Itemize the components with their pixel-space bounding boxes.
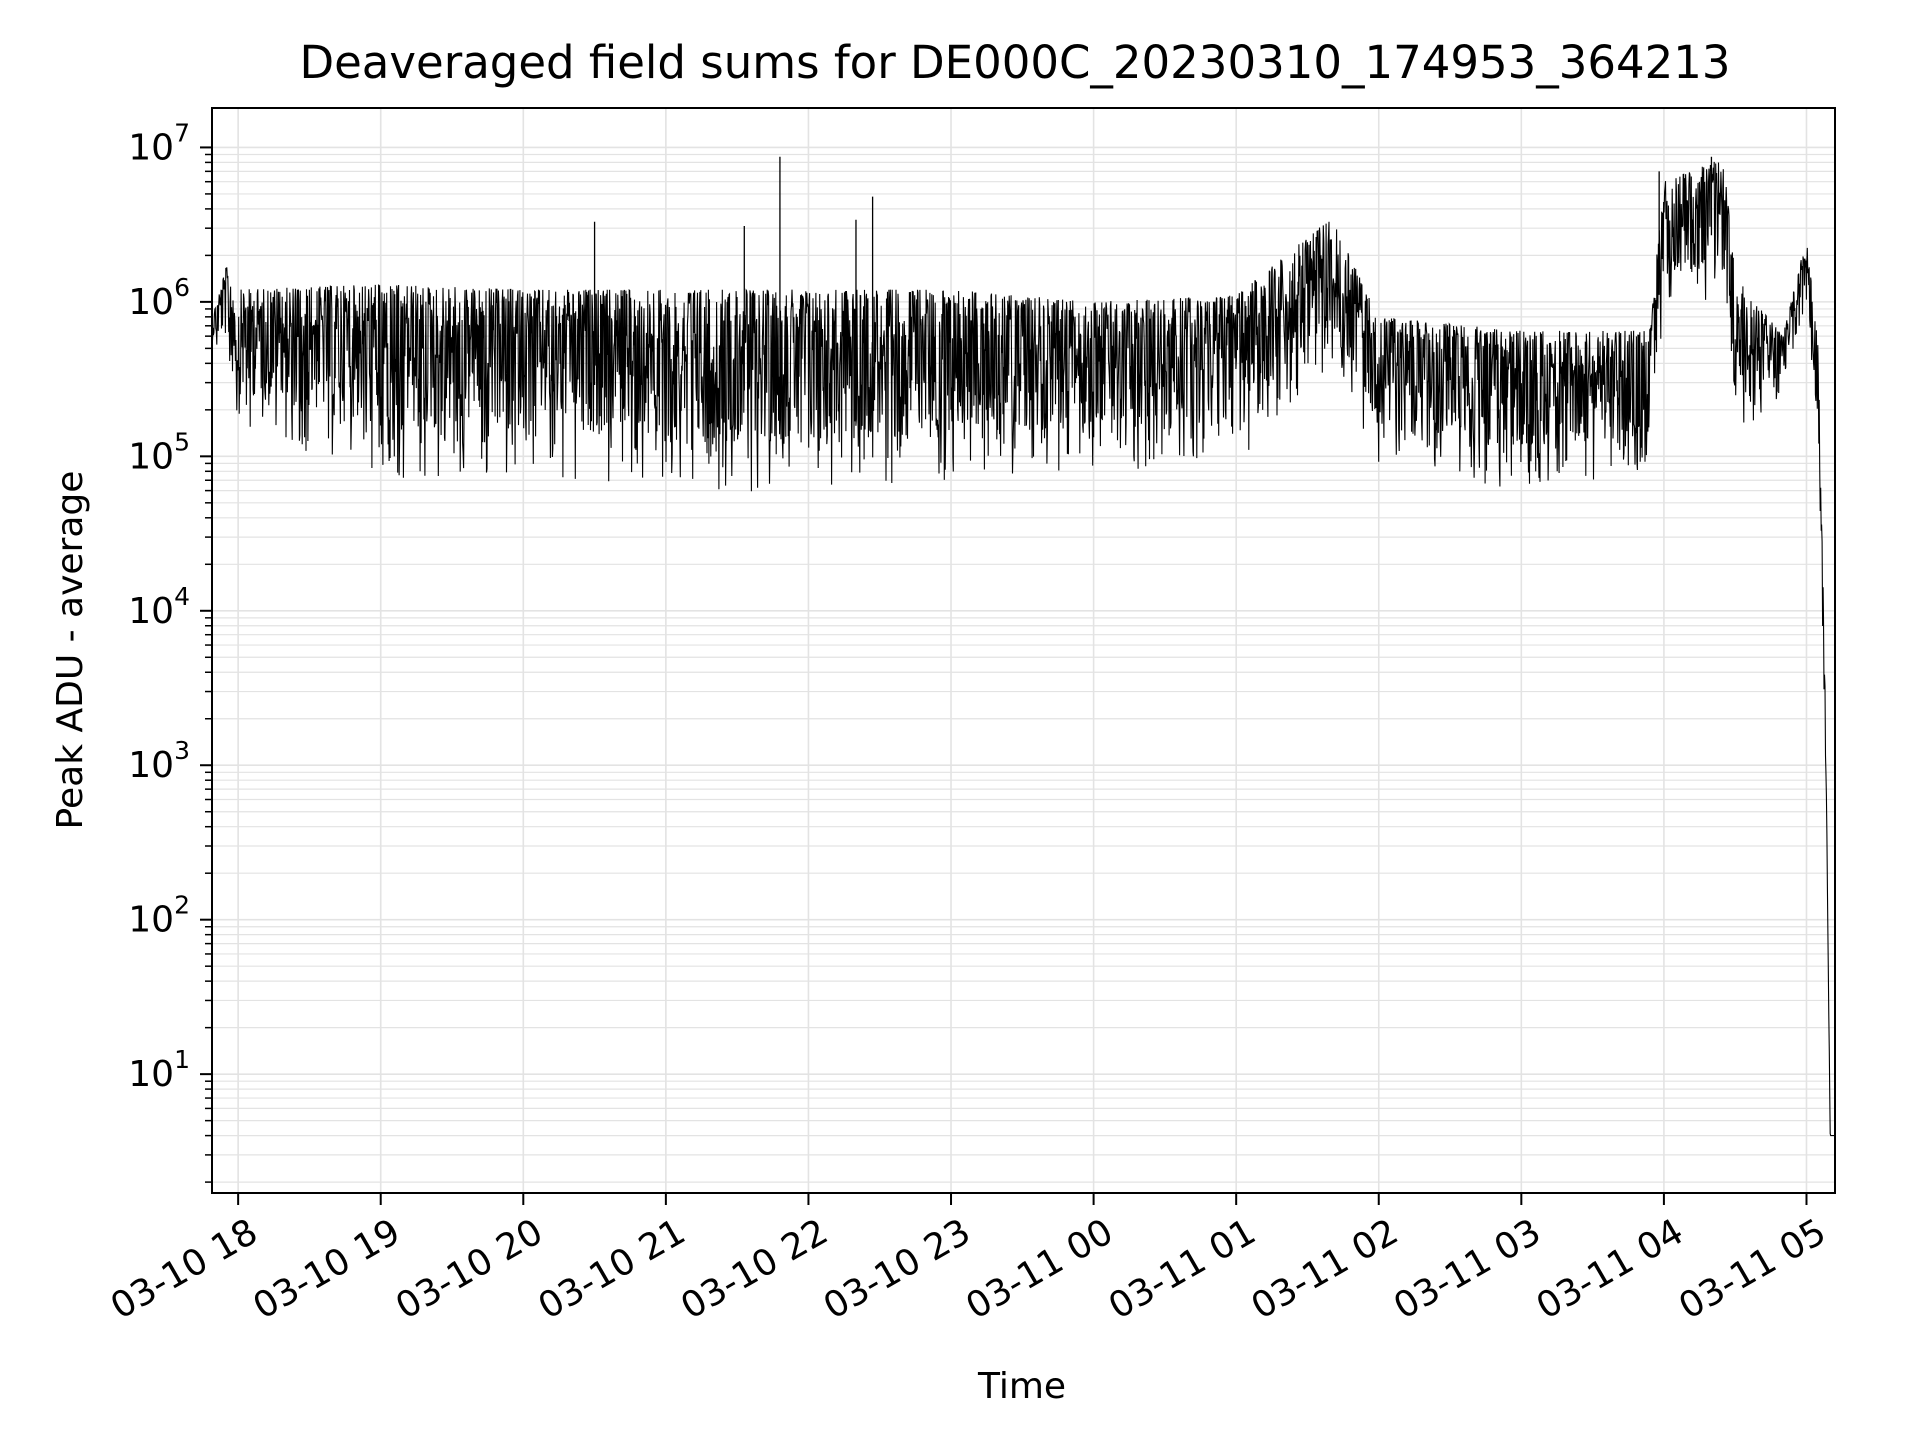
- y-tick-exponent: 3: [174, 736, 190, 765]
- series-layer: [211, 156, 1835, 1137]
- y-axis-label: Peak ADU - average: [50, 471, 91, 830]
- y-tick-exponent: 4: [174, 582, 190, 611]
- y-tick-base: 10: [128, 745, 174, 786]
- grid: [212, 108, 1835, 1193]
- plot-frame: [211, 107, 1836, 1194]
- y-tick-exponent: 5: [174, 427, 190, 456]
- y-tick-exponent: 1: [174, 1045, 190, 1074]
- y-tick-base: 10: [128, 127, 174, 168]
- series-line: [211, 161, 1835, 1137]
- y-tick-exponent: 6: [174, 273, 190, 302]
- y-tick-label: 101: [128, 1045, 190, 1095]
- y-tick-label: 106: [128, 273, 190, 323]
- y-tick-exponent: 7: [174, 118, 190, 147]
- x-axis-label: Time: [977, 1366, 1066, 1407]
- y-tick-base: 10: [128, 282, 174, 323]
- chart-title: Deaveraged field sums for DE000C_2023031…: [299, 36, 1730, 89]
- y-tick-label: 102: [128, 891, 190, 941]
- y-tick-label: 105: [128, 427, 190, 477]
- y-tick-label: 103: [128, 736, 190, 786]
- y-tick-label: 107: [128, 118, 190, 168]
- y-tick-base: 10: [128, 1054, 174, 1095]
- y-tick-exponent: 2: [174, 891, 190, 920]
- y-tick-base: 10: [128, 591, 174, 632]
- y-tick-base: 10: [128, 436, 174, 477]
- y-tick-base: 10: [128, 900, 174, 941]
- y-tick-label: 104: [128, 582, 190, 632]
